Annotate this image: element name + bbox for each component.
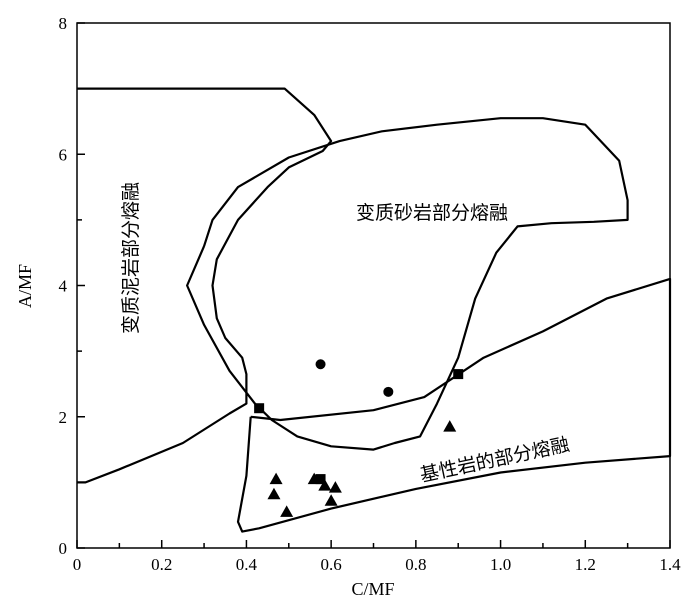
y-tick-label: 8 [59,14,68,33]
x-tick-label: 0.6 [321,555,342,574]
region-label-basalt: 基性岩的部分熔融 [418,434,571,487]
region-label-metapelite: 变质泥岩部分熔融 [120,182,142,334]
region-boundary-metapelite [77,87,333,484]
region-boundary-basalt [236,277,672,533]
data-point-square [453,369,464,380]
y-tick-label: 6 [59,145,68,164]
x-tick-label: 1.4 [659,555,681,574]
data-point-circle [383,386,394,397]
data-point-triangle [307,472,321,485]
x-tick-label: 0.2 [151,555,172,574]
data-point-triangle [269,472,283,485]
data-markers [254,359,464,517]
y-tick-label: 2 [59,408,68,427]
data-point-circle [315,359,326,370]
x-tick-label: 0 [73,555,82,574]
x-tick-label: 0.8 [405,555,426,574]
data-point-triangle [324,494,338,506]
axes: 0 0.2 0.4 0.6 0.8 1.0 1.2 1.4 0 2 4 6 8 [59,14,682,574]
data-point-triangle [443,420,457,432]
y-tick-label: 4 [59,277,68,296]
region-boundaries [77,87,672,533]
y-axis-label: A/MF [15,264,35,308]
plot-frame [76,22,671,549]
x-tick-label: 1.2 [575,555,596,574]
data-point-triangle [280,505,294,517]
data-point-triangle [328,481,342,493]
data-point-triangle [267,487,281,500]
x-axis-label: C/MF [351,579,394,599]
x-tick-label: 0.4 [236,555,258,574]
y-tick-label: 0 [59,539,68,558]
x-tick-label: 1.0 [490,555,511,574]
region-boundary-metagreywacke [186,117,629,451]
data-point-triangle [318,479,332,491]
data-point-square [315,474,326,485]
region-label-metagreywacke: 变质砂岩部分熔融 [356,202,508,224]
data-point-square [254,403,265,414]
